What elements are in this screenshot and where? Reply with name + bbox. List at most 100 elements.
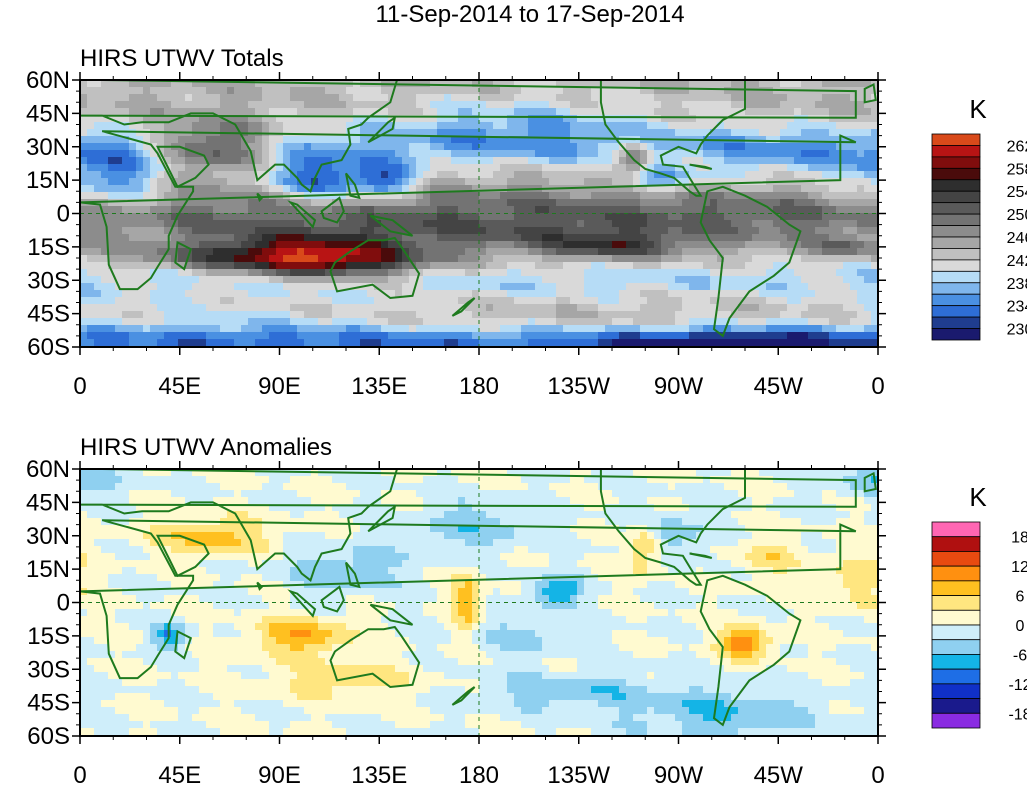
field-cell	[815, 150, 823, 158]
field-cell	[500, 80, 508, 88]
field-cell	[542, 476, 550, 484]
field-cell	[122, 304, 130, 312]
field-cell	[458, 178, 466, 186]
field-cell	[374, 297, 382, 305]
field-cell	[437, 262, 445, 270]
field-cell	[94, 290, 102, 298]
field-cell	[661, 262, 669, 270]
field-cell	[752, 192, 760, 200]
field-cell	[178, 150, 186, 158]
field-cell	[542, 339, 550, 347]
field-cell	[437, 234, 445, 242]
field-cell	[136, 318, 144, 326]
field-cell	[717, 339, 725, 347]
field-cell	[703, 241, 711, 249]
field-cell	[136, 339, 144, 347]
field-cell	[836, 269, 844, 277]
field-cell	[556, 318, 564, 326]
field-cell	[157, 241, 165, 249]
field-cell	[486, 101, 494, 109]
field-cell	[465, 276, 473, 284]
field-cell	[647, 178, 655, 186]
field-cell	[528, 220, 536, 228]
field-cell	[402, 136, 410, 144]
field-cell	[619, 220, 627, 228]
field-cell	[493, 101, 501, 109]
field-cell	[437, 255, 445, 263]
field-cell	[178, 262, 186, 270]
field-cell	[171, 490, 179, 498]
field-cell	[318, 283, 326, 291]
field-cell	[423, 227, 431, 235]
field-cell	[528, 171, 536, 179]
field-cell	[108, 206, 116, 214]
field-cell	[101, 150, 109, 158]
field-cell	[304, 108, 312, 116]
field-cell	[689, 87, 697, 95]
field-cell	[570, 255, 578, 263]
field-cell	[199, 220, 207, 228]
field-cell	[794, 248, 802, 256]
field-cell	[465, 469, 473, 477]
field-cell	[479, 248, 487, 256]
field-cell	[178, 325, 186, 333]
field-cell	[612, 80, 620, 88]
field-cell	[549, 150, 557, 158]
field-cell	[479, 241, 487, 249]
field-cell	[311, 227, 319, 235]
field-cell	[283, 185, 291, 193]
field-cell	[150, 304, 158, 312]
field-cell	[563, 227, 571, 235]
field-cell	[570, 262, 578, 270]
field-cell	[80, 192, 88, 200]
field-cell	[241, 262, 249, 270]
field-cell	[563, 164, 571, 172]
field-cell	[157, 483, 165, 491]
field-cell	[465, 269, 473, 277]
field-cell	[836, 311, 844, 319]
field-cell	[199, 248, 207, 256]
field-cell	[87, 304, 95, 312]
field-cell	[472, 136, 480, 144]
field-cell	[836, 199, 844, 207]
field-cell	[549, 339, 557, 347]
field-cell	[108, 311, 116, 319]
field-cell	[108, 192, 116, 200]
field-cell	[451, 122, 459, 130]
field-cell	[416, 108, 424, 116]
field-cell	[94, 220, 102, 228]
field-cell	[570, 476, 578, 484]
field-cell	[626, 122, 634, 130]
field-cell	[612, 157, 620, 165]
field-cell	[318, 185, 326, 193]
field-cell	[395, 290, 403, 298]
field-cell	[556, 80, 564, 88]
field-cell	[759, 248, 767, 256]
field-cell	[185, 276, 193, 284]
field-cell	[388, 192, 396, 200]
field-cell	[857, 297, 865, 305]
field-cell	[360, 297, 368, 305]
field-cell	[612, 255, 620, 263]
field-cell	[689, 469, 697, 477]
field-cell	[794, 325, 802, 333]
field-cell	[514, 164, 522, 172]
field-cell	[367, 178, 375, 186]
field-cell	[612, 213, 620, 221]
field-cell	[479, 122, 487, 130]
field-cell	[458, 469, 466, 477]
field-cell	[122, 476, 130, 484]
field-cell	[857, 241, 865, 249]
field-cell	[493, 94, 501, 102]
field-cell	[388, 311, 396, 319]
field-cell	[227, 143, 235, 151]
field-cell	[633, 339, 641, 347]
field-cell	[157, 87, 165, 95]
field-cell	[220, 339, 228, 347]
field-cell	[766, 304, 774, 312]
field-cell	[542, 171, 550, 179]
field-cell	[507, 115, 515, 123]
field-cell	[472, 227, 480, 235]
field-cell	[122, 248, 130, 256]
field-cell	[255, 213, 263, 221]
